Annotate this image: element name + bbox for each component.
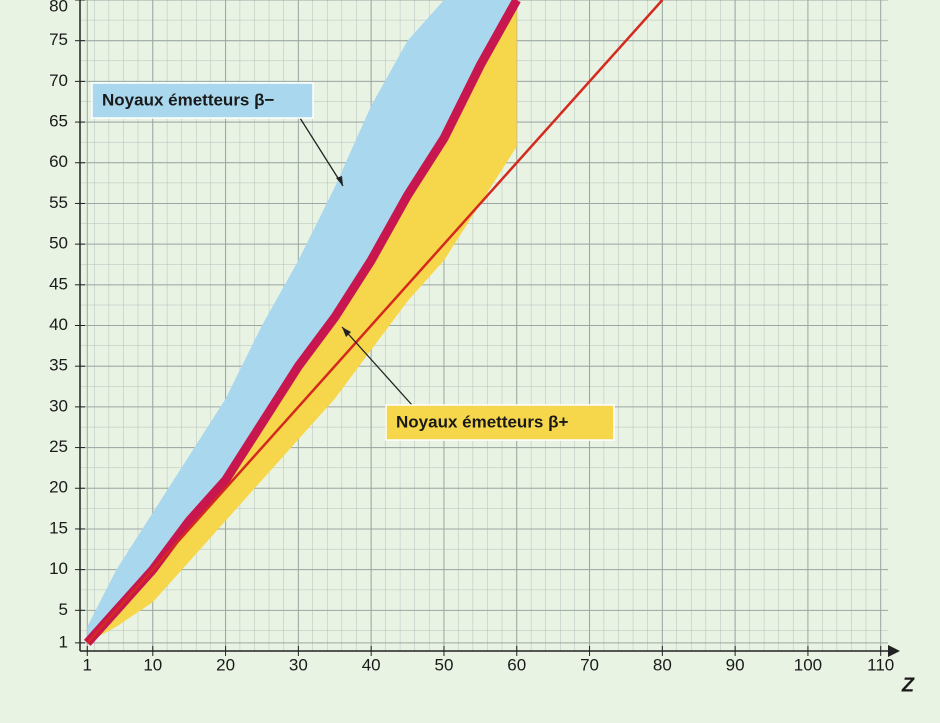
y-tick-label: 45: [49, 274, 68, 293]
y-tick-label: 35: [49, 356, 68, 375]
y-tick-label: 15: [49, 518, 68, 537]
y-tick-label: 30: [49, 396, 68, 415]
x-tick-label: 60: [507, 655, 526, 674]
x-tick-label: 80: [653, 655, 672, 674]
x-tick-label: 10: [143, 655, 162, 674]
x-tick-label: 20: [216, 655, 235, 674]
annotation-box: [385, 404, 615, 441]
x-tick-label: 1: [83, 655, 92, 674]
x-tick-label: 110: [867, 655, 894, 674]
y-tick-label: 65: [49, 112, 68, 131]
annotation-arrow: [299, 117, 344, 187]
y-tick-label: 10: [49, 559, 68, 578]
annotation-arrowhead: [342, 327, 351, 337]
y-tick-label: 20: [49, 478, 68, 497]
x-tick-label: 40: [362, 655, 381, 674]
region-area: [87, 0, 517, 643]
annotation-arrow: [341, 326, 413, 406]
y-tick-label: 75: [49, 30, 68, 49]
y-tick-label: 1: [59, 632, 68, 651]
x-axis-arrow: [888, 645, 900, 657]
y-tick-label: 25: [49, 437, 68, 456]
x-axis-label: Z: [901, 674, 915, 696]
annotation-arrowhead: [336, 176, 343, 186]
x-tick-label: 90: [726, 655, 745, 674]
annotation-box: [91, 82, 314, 119]
y-tick-label: 5: [59, 600, 68, 619]
x-tick-label: 100: [794, 655, 822, 674]
y-tick-label: 50: [49, 234, 68, 253]
y-tick-label: 55: [49, 193, 68, 212]
x-tick-label: 50: [435, 655, 454, 674]
y-tick-label: 60: [49, 152, 68, 171]
x-tick-label: 70: [580, 655, 599, 674]
x-tick-label: 30: [289, 655, 308, 674]
reference-line: [86, 0, 664, 644]
y-tick-label: 40: [49, 315, 68, 334]
y-tick-label: 80: [49, 0, 68, 15]
y-tick-label: 70: [49, 71, 68, 90]
annotation-label: Noyaux émetteurs β−: [102, 90, 274, 109]
annotation-label: Noyaux émetteurs β+: [396, 412, 568, 431]
